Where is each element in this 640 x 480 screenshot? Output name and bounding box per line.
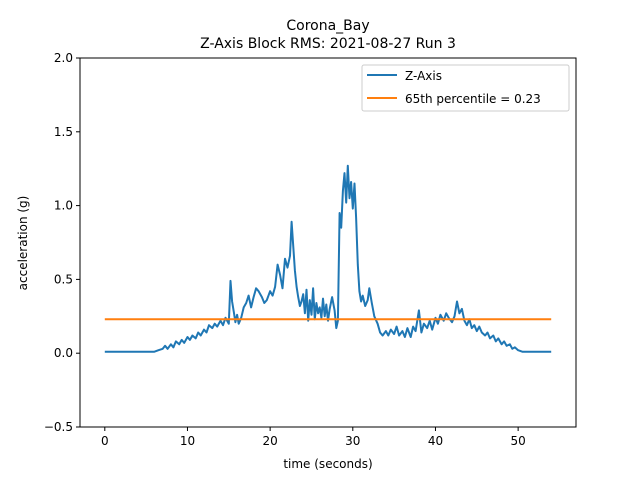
axis-ticks: 0 10 20 30 40 50 −0.5 0.0 0.5 1.0 1.5 2.0 [44, 51, 526, 448]
plot-frame [79, 57, 577, 428]
x-tick-label: 10 [180, 434, 195, 448]
y-tick-label: −0.5 [44, 420, 73, 434]
x-tick-label: 40 [428, 434, 443, 448]
legend: Z-Axis 65th percentile = 0.23 [361, 64, 570, 112]
plot-area [104, 164, 552, 353]
x-tick-label: 30 [345, 434, 360, 448]
x-tick-label: 20 [262, 434, 277, 448]
y-axis-label: acceleration (g) [16, 196, 30, 291]
x-tick-label: 50 [510, 434, 525, 448]
series-line-z-axis [104, 164, 552, 353]
x-tick-label: 0 [101, 434, 109, 448]
legend-label-percentile: 65th percentile = 0.23 [405, 92, 541, 106]
y-tick-label: 1.0 [54, 199, 73, 213]
y-tick-label: 0.0 [54, 346, 73, 360]
chart-title: Corona_Bay [286, 18, 369, 34]
chart-subtitle: Z-Axis Block RMS: 2021-08-27 Run 3 [200, 36, 456, 52]
legend-label-z-axis: Z-Axis [405, 69, 442, 83]
legend-box [361, 64, 570, 112]
y-tick-label: 0.5 [54, 272, 73, 286]
x-axis-label: time (seconds) [283, 457, 372, 471]
y-tick-label: 2.0 [54, 51, 73, 65]
y-tick-label: 1.5 [54, 125, 73, 139]
